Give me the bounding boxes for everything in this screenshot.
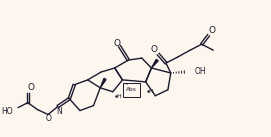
Text: Abs: Abs [126, 87, 137, 92]
Text: O: O [209, 26, 216, 35]
Text: O: O [113, 39, 120, 48]
Text: O: O [27, 83, 34, 92]
Text: HO: HO [2, 107, 13, 116]
Text: -: - [125, 82, 127, 87]
Bar [123, 83, 140, 97]
Polygon shape [151, 59, 158, 68]
Text: OH: OH [195, 67, 207, 76]
Text: N: N [56, 107, 62, 116]
Text: O: O [46, 114, 52, 123]
Text: H: H [116, 94, 121, 99]
Text: O: O [151, 45, 158, 54]
Text: H: H [148, 89, 153, 94]
Polygon shape [100, 78, 106, 88]
